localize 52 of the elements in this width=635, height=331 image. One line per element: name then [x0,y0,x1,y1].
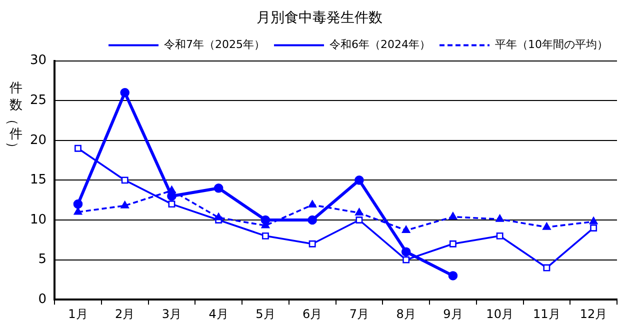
point [308,240,316,248]
point [214,212,223,220]
point [449,240,456,248]
legend-label: 平年（10年間の平均） [495,38,608,52]
point [121,176,128,184]
point [448,212,458,220]
y-tick-label: 10 [30,212,47,228]
point [168,186,176,194]
x-tick-label: 1月 [68,306,88,321]
y-tick-label: 20 [30,132,47,148]
point [401,247,411,256]
x-tick-label: 5月 [256,306,276,321]
y-axis-title: 件数（件） [4,81,22,154]
point [543,264,550,272]
legend-label: 令和7年（2025年） [164,38,266,52]
x-tick-label: 12月 [580,306,608,321]
x-tick-label: 11月 [533,306,560,321]
point [308,200,316,208]
point [589,216,598,224]
x-tick-label: 4月 [208,306,228,321]
point [308,215,317,225]
point [120,201,129,208]
point [355,208,364,216]
y-tick-label: 30 [30,53,47,68]
x-tick-label: 8月 [396,306,416,321]
point [496,232,504,240]
point [168,200,176,208]
x-tick-label: 10月 [486,306,514,321]
legend-label: 令和6年（2024年） [330,38,431,52]
point [402,256,410,264]
y-tick-label: 0 [38,292,47,307]
x-tick-label: 3月 [162,306,182,321]
chart-title: 月別食中毒発生件数 [256,10,382,26]
x-tick-label: 6月 [302,306,322,321]
point [402,226,410,233]
point [73,199,83,209]
x-tick-label: 2月 [115,306,135,321]
point [448,271,458,280]
point [214,184,224,193]
point [590,224,598,232]
y-tick-label: 15 [30,172,47,188]
y-tick-label: 25 [30,92,47,108]
point [496,214,504,222]
x-tick-label: 7月 [349,306,370,321]
point [120,88,130,98]
point [542,222,551,230]
point [356,216,363,224]
y-tick-label: 5 [38,252,47,268]
point [262,232,269,240]
point [354,176,364,185]
x-tick-label: 9月 [443,306,463,321]
point [74,144,82,152]
